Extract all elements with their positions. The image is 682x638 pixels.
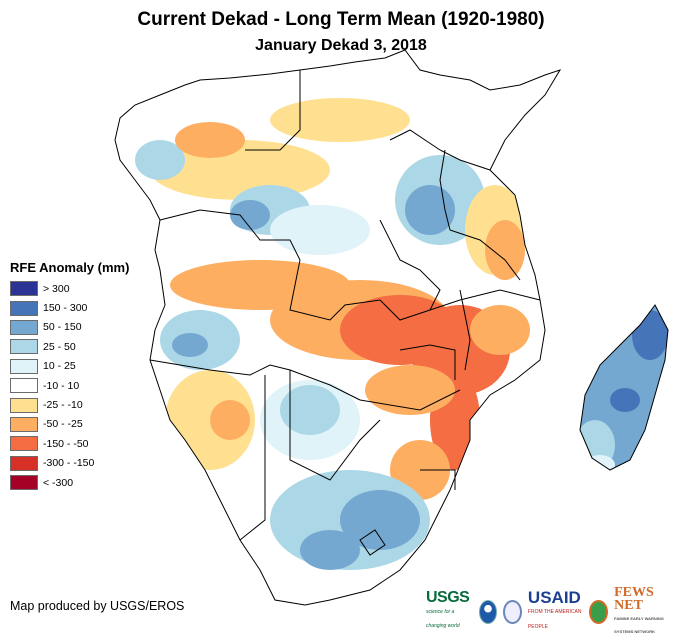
legend-swatch	[10, 281, 38, 297]
legend-swatch	[10, 397, 38, 413]
legend-item: -300 - -150	[10, 454, 129, 473]
legend-item: -25 - -10	[10, 395, 129, 414]
legend-swatch	[10, 455, 38, 471]
credit-text: Map produced by USGS/EROS	[10, 599, 185, 613]
legend-label: -10 - 10	[43, 379, 80, 392]
legend-label: -300 - -150	[43, 457, 95, 470]
legend-swatch	[10, 300, 38, 316]
legend-label: 25 - 50	[43, 340, 76, 353]
usaid-logo: USAID FROM THE AMERICAN PEOPLE	[527, 587, 582, 630]
fews-net-logo: FEWS NET FAMINE EARLY WARNING SYSTEMS NET…	[614, 585, 664, 635]
legend-swatch	[10, 416, 38, 432]
legend-swatch	[10, 378, 38, 394]
legend-label: 10 - 25	[43, 360, 76, 373]
legend-item: -10 - 10	[10, 376, 129, 395]
fews-globe-icon	[589, 600, 609, 624]
legend-swatch	[10, 319, 38, 335]
legend-label: -50 - -25	[43, 418, 83, 431]
legend-item: 25 - 50	[10, 337, 129, 356]
legend-label: -25 - -10	[43, 399, 83, 412]
legend-swatch	[10, 475, 38, 491]
anomaly-map	[114, 49, 669, 606]
legend-label: < -300	[43, 476, 74, 489]
map-subtitle: January Dekad 3, 2018	[255, 37, 427, 54]
legend-item: -50 - -25	[10, 415, 129, 434]
legend-item: 10 - 25	[10, 357, 129, 376]
usgs-logo: USGS science for a changing world	[426, 589, 470, 630]
legend-label: -150 - -50	[43, 437, 89, 450]
legend-item: > 300	[10, 279, 129, 298]
map-title: Current Dekad - Long Term Mean (1920-198…	[137, 9, 545, 30]
legend: RFE Anomaly (mm) > 300 150 - 300 50 - 150 2…	[10, 260, 129, 492]
madagascar-anomaly-layer	[580, 305, 668, 470]
legend-label: 50 - 150	[43, 321, 82, 334]
legend-swatch	[10, 339, 38, 355]
mainland-anomaly-layer	[115, 50, 560, 605]
noaa-logo-icon	[478, 600, 498, 624]
usaid-seal-icon	[503, 600, 522, 624]
legend-title: RFE Anomaly (mm)	[10, 260, 130, 275]
partner-logos: USGS science for a changing world USAID FR…	[426, 586, 682, 638]
legend-label: > 300	[43, 282, 70, 295]
legend-item: 150 - 300	[10, 298, 129, 317]
legend-item: 50 - 150	[10, 318, 129, 337]
legend-label: 150 - 300	[43, 302, 88, 315]
legend-item: -150 - -50	[10, 434, 129, 453]
legend-swatch	[10, 436, 38, 452]
legend-item: < -300	[10, 473, 129, 492]
legend-swatch	[10, 358, 38, 374]
country-borders	[114, 49, 669, 606]
